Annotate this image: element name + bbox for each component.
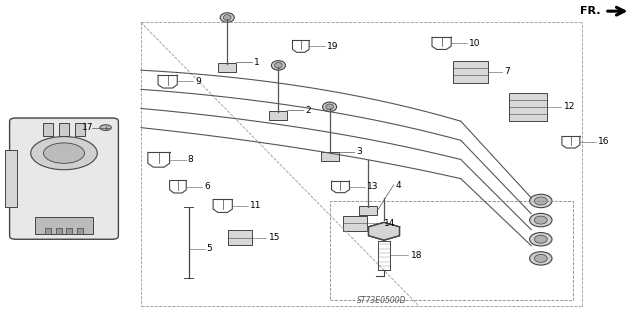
Text: 19: 19 [327, 42, 339, 51]
Circle shape [31, 137, 97, 170]
Circle shape [44, 143, 84, 163]
Bar [359, 206, 377, 215]
Bar [453, 61, 488, 83]
Ellipse shape [323, 102, 337, 112]
Ellipse shape [223, 15, 231, 20]
Text: 16: 16 [598, 137, 609, 146]
Polygon shape [369, 222, 399, 240]
Bar [35, 217, 93, 234]
Ellipse shape [529, 233, 552, 246]
Text: 2: 2 [305, 106, 311, 115]
Ellipse shape [534, 255, 547, 262]
Text: 11: 11 [250, 201, 262, 210]
Bar [75, 123, 85, 136]
Ellipse shape [534, 197, 547, 205]
Bar [56, 228, 62, 234]
Text: 1: 1 [254, 58, 260, 67]
Bar [45, 228, 51, 234]
Ellipse shape [529, 213, 552, 227]
Bar [509, 93, 547, 121]
Text: 3: 3 [356, 147, 362, 156]
Text: 6: 6 [204, 182, 210, 191]
Bar [59, 123, 69, 136]
FancyBboxPatch shape [10, 118, 118, 239]
Bar [43, 123, 53, 136]
Bar [77, 228, 83, 234]
Text: 8: 8 [188, 155, 193, 164]
Text: 10: 10 [469, 39, 481, 48]
Ellipse shape [275, 63, 282, 68]
Text: ST73E0500D: ST73E0500D [357, 296, 406, 305]
Bar [218, 63, 236, 72]
Bar [5, 150, 17, 207]
Text: 13: 13 [367, 182, 379, 191]
Ellipse shape [326, 104, 333, 110]
Ellipse shape [529, 252, 552, 265]
Text: 9: 9 [195, 77, 201, 86]
Bar [343, 216, 367, 231]
Bar [330, 201, 573, 300]
Ellipse shape [529, 194, 552, 208]
Text: 17: 17 [82, 123, 93, 132]
Text: 4: 4 [396, 181, 401, 189]
Bar [321, 152, 339, 161]
Text: 14: 14 [384, 219, 396, 228]
Ellipse shape [534, 235, 547, 243]
Ellipse shape [220, 13, 234, 22]
Text: 5: 5 [207, 244, 212, 253]
Text: FR.: FR. [580, 6, 600, 16]
Ellipse shape [271, 61, 285, 70]
Text: 18: 18 [411, 251, 422, 260]
Text: 7: 7 [504, 67, 510, 76]
Ellipse shape [534, 216, 547, 224]
Text: 12: 12 [564, 102, 575, 111]
Bar [228, 230, 252, 245]
Bar [66, 228, 72, 234]
Circle shape [100, 125, 111, 130]
Bar [269, 111, 287, 120]
Text: 15: 15 [269, 233, 280, 242]
